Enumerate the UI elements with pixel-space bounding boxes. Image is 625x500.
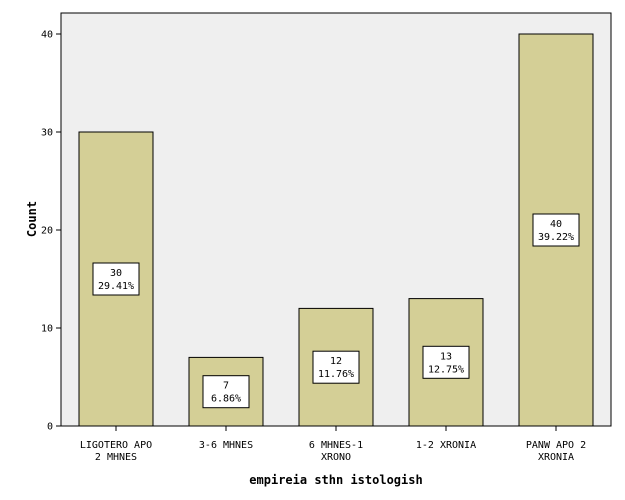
data-label-box xyxy=(92,262,140,296)
data-label-count: 12 xyxy=(330,356,342,367)
x-tick-label: 1-2 XRONIA xyxy=(416,440,476,451)
data-label-percent: 6.86% xyxy=(211,394,241,405)
data-label-box xyxy=(312,350,360,384)
data-label-count: 7 xyxy=(223,381,229,392)
data-label-box xyxy=(422,345,470,379)
data-label-percent: 29.41% xyxy=(98,281,134,292)
x-tick-label: PANW APO 2 xyxy=(526,440,586,451)
y-tick-label: 20 xyxy=(41,226,53,237)
y-tick-label: 10 xyxy=(41,324,53,335)
y-tick-label: 0 xyxy=(47,422,53,433)
y-tick-label: 40 xyxy=(41,30,53,41)
data-label-box xyxy=(202,375,250,409)
data-label-percent: 11.76% xyxy=(318,369,354,380)
data-label-count: 30 xyxy=(110,268,122,279)
y-axis-title: Count xyxy=(25,201,39,237)
x-tick-label: XRONIA xyxy=(538,452,574,463)
y-tick-label: 30 xyxy=(41,128,53,139)
data-label-count: 40 xyxy=(550,219,562,230)
data-label-percent: 39.22% xyxy=(538,232,574,243)
data-label-box xyxy=(532,213,580,247)
bars-layer: 30 29.41% 7 6.86% 12 11.76% 13 12.75% 40 39.22% xyxy=(78,33,594,427)
x-tick-label: 6 MHNES-1 xyxy=(309,440,363,451)
x-tick-label: 2 MHNES xyxy=(95,452,137,463)
x-tick-label: 3-6 MHNES xyxy=(199,440,253,451)
data-label-percent: 12.75% xyxy=(428,364,464,375)
y-axis: 0 10 20 30 40 xyxy=(41,30,61,433)
x-axis-title: empireia sthn istologish xyxy=(249,473,422,487)
x-tick-label: XRONO xyxy=(321,452,351,463)
x-tick-label: LIGOTERO APO xyxy=(80,440,152,451)
data-label-count: 13 xyxy=(440,351,452,362)
